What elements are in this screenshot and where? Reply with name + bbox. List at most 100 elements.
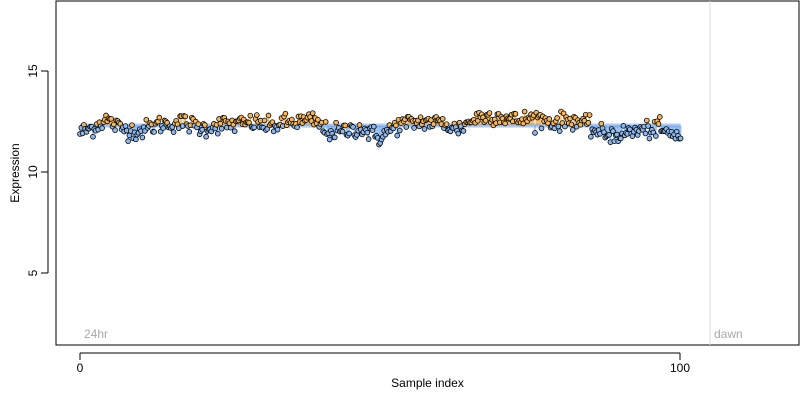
y-axis: 5 10 15 Expression [8,64,49,276]
data-point [460,128,467,134]
data-point [309,110,316,116]
data-point [396,127,403,134]
data-point [365,136,372,142]
data-point [139,134,146,141]
data-points [77,108,684,148]
data-point [217,120,224,127]
data-point [486,110,493,116]
data-point [333,119,339,126]
data-point [538,125,545,132]
data-point [339,128,346,135]
data-point [203,133,209,140]
data-point [182,113,189,120]
data-point [532,130,538,136]
data-point [653,133,659,139]
data-point [133,136,139,143]
data-point [195,121,202,127]
data-point [560,110,567,117]
data-point [125,138,131,144]
region-labels: 24hrdawndusk12:000:0048hr [84,327,743,341]
data-point [585,120,592,126]
data-point [274,126,281,133]
data-point [554,115,560,121]
data-point [122,123,129,129]
data-point [617,135,624,142]
data-point [143,116,150,123]
data-point [556,128,563,134]
data-point [265,112,272,119]
plot-area-border [55,0,800,346]
y-tick-label: 5 [26,269,40,276]
data-point [350,124,356,130]
data-point [546,116,553,122]
data-point [643,117,650,124]
data-point [342,122,349,129]
data-point [443,121,450,127]
data-point [645,123,651,129]
x-tick-label: 100 [670,361,690,375]
data-point [261,117,268,124]
data-point [598,120,605,127]
data-point [356,122,363,128]
data-point [393,122,399,129]
data-point [646,135,653,142]
data-point [151,129,157,135]
data-point [186,128,193,135]
data-point [231,128,238,135]
data-point [315,116,321,123]
data-point [482,117,489,124]
x-ticks: 0100200300400 [77,353,690,375]
data-point [610,128,616,134]
data-point [677,135,684,142]
data-point [512,111,519,117]
data-point [502,120,508,127]
data-point [417,114,424,120]
data-point [129,122,135,128]
data-point [455,130,462,137]
data-point [655,121,662,127]
data-point [282,110,289,117]
y-axis-title: Expression [8,143,22,202]
data-point [326,136,333,143]
data-point [403,124,410,130]
data-point [428,117,434,123]
data-point [322,119,329,125]
data-point [568,121,575,128]
data-point [411,125,417,131]
data-point [370,123,377,130]
data-point [620,123,627,129]
region-lines [709,1,711,345]
y-ticks: 5 10 15 [26,64,48,276]
reference-strip [80,123,681,128]
data-point [99,125,105,131]
data-point [606,132,612,138]
data-point [569,127,576,133]
data-point [586,112,593,118]
data-point [394,132,401,139]
data-point [156,114,163,121]
data-point [346,130,352,137]
data-point [331,134,338,141]
y-tick-label: 15 [26,64,40,78]
data-point [112,127,118,133]
data-point [656,114,663,120]
data-point [642,130,649,137]
data-point [108,116,114,122]
data-point [562,123,568,130]
x-axis-title: Sample index [391,376,464,390]
data-point [246,119,252,126]
y-tick-label: 10 [26,165,40,179]
data-point [555,123,562,130]
x-tick-label: 0 [77,361,84,375]
data-point [247,112,254,119]
data-point [215,130,221,137]
data-point [160,125,167,131]
region-label: dawn [714,327,743,341]
data-point [421,126,428,132]
data-point [521,108,528,115]
data-point [199,126,206,133]
data-point [601,129,607,135]
data-point [111,121,117,128]
data-point [588,134,594,140]
